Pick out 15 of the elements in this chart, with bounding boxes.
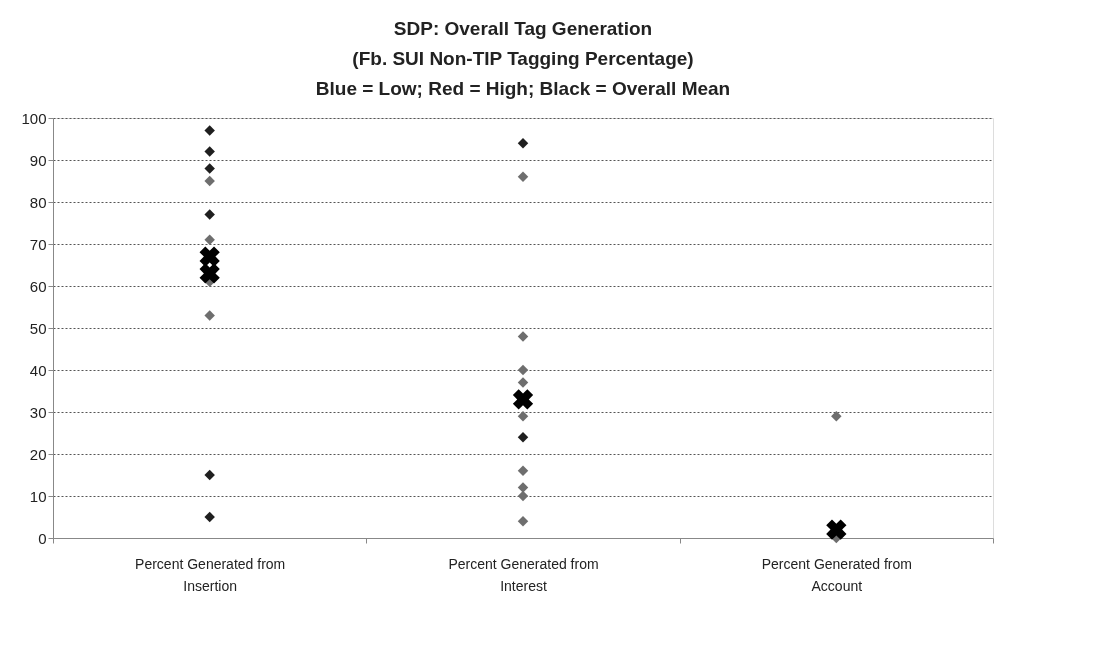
- y-tick-label: 100: [21, 109, 47, 127]
- y-tick-label: 90: [29, 151, 47, 169]
- y-tick-label: 0: [38, 529, 47, 547]
- y-tick-label: 40: [29, 361, 47, 379]
- y-tick-label: 80: [29, 193, 47, 211]
- y-tick-label: 30: [29, 403, 47, 421]
- x-tick-label: Percent Generated from Interest: [448, 555, 599, 594]
- y-tick-label: 70: [29, 235, 47, 253]
- y-tick-label: 60: [29, 277, 47, 295]
- y-tick-label: 10: [29, 487, 47, 505]
- y-tick-label: 20: [29, 445, 47, 463]
- x-tick-label: Percent Generated from Insertion: [135, 555, 286, 594]
- x-tick-label: Percent Generated from Account: [761, 555, 912, 594]
- y-tick-label: 50: [29, 319, 47, 337]
- chart-title: SDP: Overall Tag Generation (Fb. SUI Non-TIP Tagging Percentage) Blue = Low; Red = High; Black = Overall Mean: [315, 18, 731, 99]
